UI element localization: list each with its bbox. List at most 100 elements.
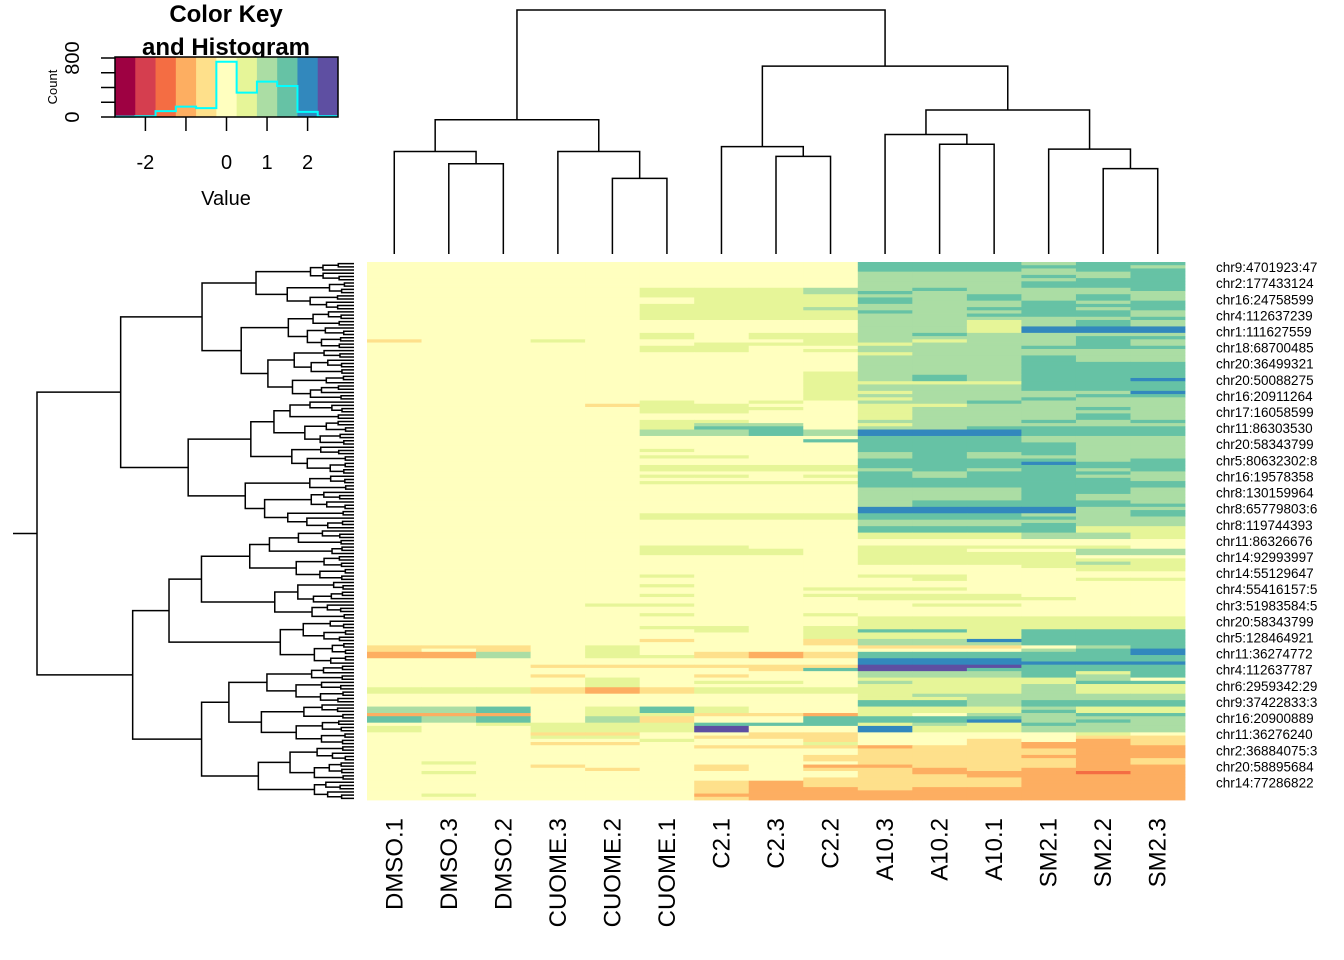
heatmap-cell — [585, 645, 641, 649]
heatmap-cell — [748, 432, 804, 437]
heatmap-cell — [857, 474, 913, 479]
heatmap-cell — [1130, 793, 1186, 798]
heatmap-cell — [912, 732, 968, 736]
heatmap-cell — [1075, 281, 1131, 285]
heatmap-cell — [367, 500, 422, 505]
heatmap-cell — [476, 616, 531, 620]
heatmap-cell — [367, 600, 422, 604]
dendrogram-branch — [775, 155, 832, 254]
heatmap-cell — [639, 716, 695, 720]
heatmap-cell — [1075, 455, 1131, 459]
heatmap-cell — [421, 455, 477, 459]
heatmap-cell — [1075, 551, 1131, 556]
heatmap-cell — [421, 323, 477, 327]
heatmap-cell — [476, 738, 531, 743]
heatmap-cell — [585, 326, 641, 331]
dendrogram-branch — [266, 673, 312, 692]
heatmap-cell — [421, 677, 477, 682]
heatmap-cell — [639, 748, 695, 753]
heatmap-cell — [585, 481, 641, 485]
dendrogram-branch — [434, 119, 600, 152]
heatmap-cell — [1075, 713, 1131, 717]
dendrogram-branch — [244, 482, 310, 510]
heatmap-cell — [1075, 423, 1131, 427]
heatmap-cell — [585, 655, 641, 659]
heatmap-cell — [1130, 619, 1186, 624]
row-label: chr1:111627559 — [1216, 325, 1312, 340]
column-label: SM2.1 — [1036, 818, 1063, 887]
dendrogram-branch — [329, 475, 354, 482]
column-label: CUOME.1 — [654, 818, 681, 927]
heatmap-cell — [421, 709, 477, 714]
heatmap-cell — [694, 584, 750, 588]
heatmap-cell — [476, 635, 531, 640]
heatmap-cell — [1130, 774, 1186, 778]
dendrogram-branch — [341, 407, 354, 413]
dendrogram-branch — [1102, 167, 1159, 254]
heatmap-cell — [530, 303, 586, 308]
heatmap-cell — [966, 381, 1022, 385]
heatmap-cell — [694, 516, 750, 521]
dendrogram-branch — [337, 414, 354, 419]
heatmap-cell — [748, 365, 804, 369]
heatmap-cell — [912, 413, 968, 418]
heatmap-cell — [639, 651, 695, 656]
heatmap-cell — [748, 384, 804, 389]
heatmap-cell — [421, 771, 477, 775]
heatmap-cell — [639, 626, 695, 630]
heatmap-cell — [530, 677, 586, 682]
heatmap-cell — [1130, 458, 1186, 463]
heatmap-cell — [639, 262, 695, 266]
heatmap-cell — [803, 355, 859, 360]
heatmap-cell — [803, 387, 859, 392]
heatmap-cell — [639, 638, 695, 643]
heatmap-cell — [1021, 526, 1077, 530]
heatmap-cell — [912, 394, 968, 398]
heatmap-cell — [639, 329, 695, 334]
heatmap-cell — [639, 445, 695, 450]
heatmap-cell — [857, 561, 913, 566]
heatmap-cell — [803, 696, 859, 701]
heatmap-cell — [694, 593, 750, 598]
heatmap-cell — [1130, 474, 1186, 479]
heatmap-cell — [966, 332, 1022, 337]
heatmap-cell — [530, 687, 586, 691]
heatmap-cell — [857, 271, 913, 276]
heatmap-cell — [966, 577, 1022, 582]
heatmap-cell — [1075, 361, 1131, 366]
heatmap-cell — [585, 622, 641, 627]
dendrogram-branch — [341, 369, 354, 374]
heatmap-cell — [639, 497, 695, 501]
heatmap-cell — [966, 674, 1022, 678]
heatmap-cell — [476, 413, 531, 418]
heatmap-cell — [803, 545, 859, 550]
heatmap-cell — [857, 452, 913, 456]
heatmap-cell — [1075, 793, 1131, 798]
heatmap-cell — [857, 564, 913, 569]
heatmap-cell — [530, 735, 586, 740]
heatmap-cell — [367, 687, 422, 691]
heatmap-cell — [1021, 716, 1077, 720]
heatmap-cell — [367, 748, 422, 753]
heatmap-cell — [694, 645, 750, 649]
heatmap-cell — [694, 574, 750, 579]
heatmap-cell — [1130, 555, 1186, 559]
heatmap-cell — [748, 522, 804, 527]
heatmap-cell — [585, 345, 641, 350]
heatmap-cell — [857, 461, 913, 466]
heatmap-cell — [803, 745, 859, 749]
heatmap-cell — [530, 516, 586, 521]
heatmap-cell — [639, 780, 695, 785]
heatmap-cell — [530, 445, 586, 450]
heatmap-cell — [476, 410, 531, 414]
heatmap-cell — [1130, 693, 1186, 698]
heatmap-cell — [530, 700, 586, 704]
heatmap-cell — [1130, 706, 1186, 711]
heatmap-cell — [639, 754, 695, 759]
heatmap-cell — [803, 287, 859, 292]
heatmap-cell — [912, 584, 968, 588]
heatmap-cell — [1130, 429, 1186, 434]
heatmap-cell — [639, 725, 695, 730]
heatmap-cell — [857, 287, 913, 292]
